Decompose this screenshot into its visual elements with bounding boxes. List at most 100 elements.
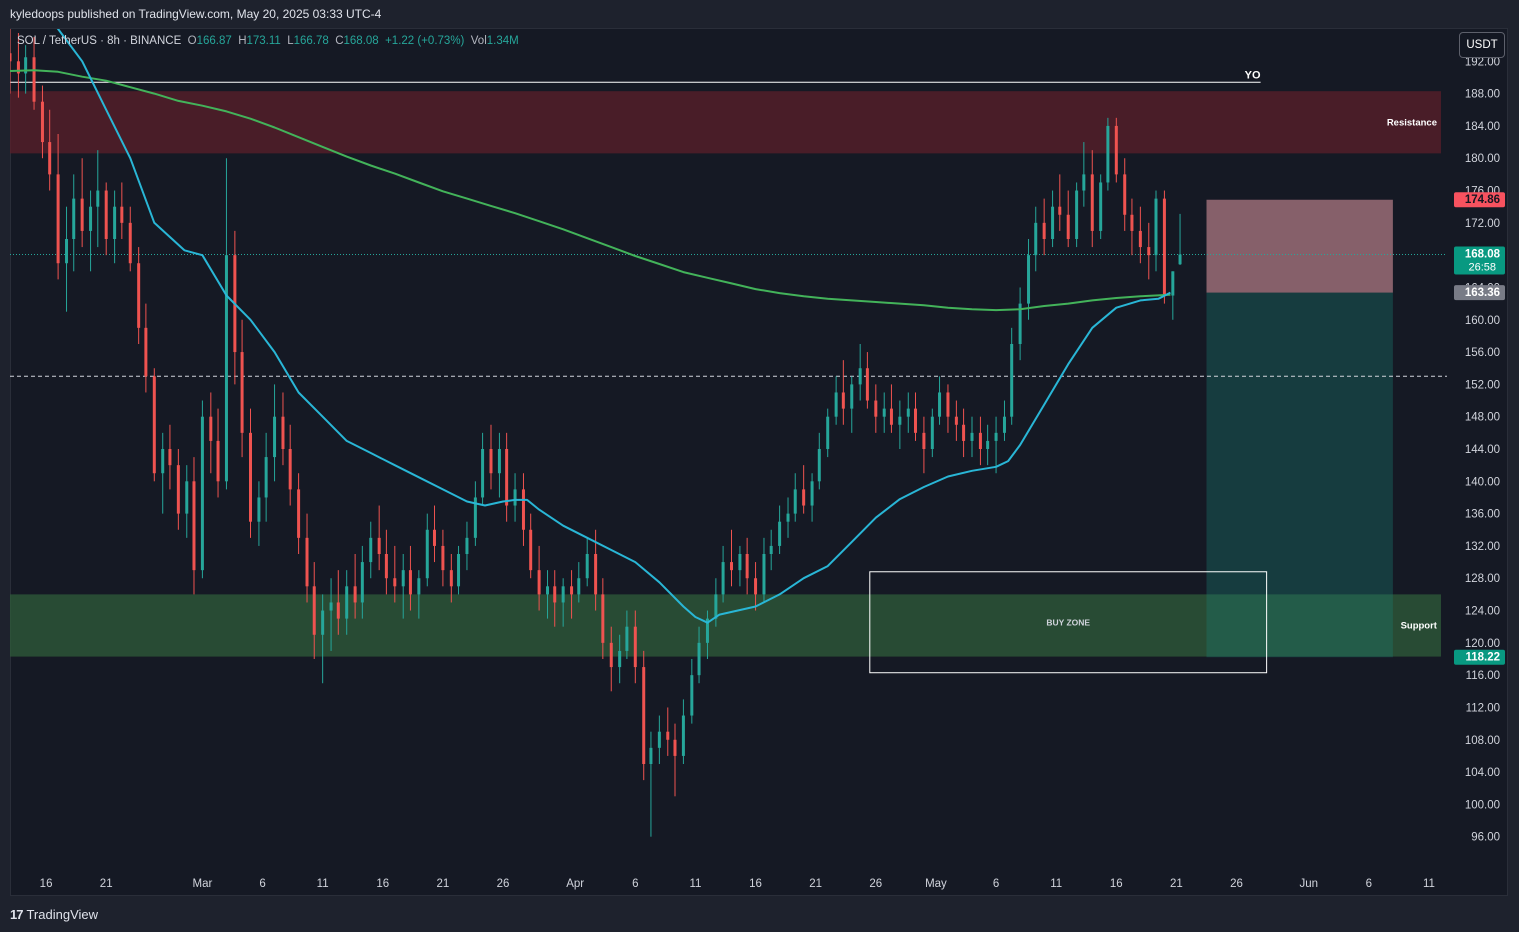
candle-body <box>553 586 557 603</box>
close-label: C <box>335 35 344 47</box>
candle-body <box>1042 222 1046 239</box>
candle-body <box>730 562 734 571</box>
y-axis-tick-label: 124.00 <box>1465 606 1500 618</box>
candle-body <box>585 554 589 579</box>
resistance-zone-label: Resistance <box>1387 117 1437 128</box>
candle-body <box>657 731 661 748</box>
candle-body <box>834 392 838 417</box>
candle-body <box>497 449 501 474</box>
candle-body <box>1058 206 1062 215</box>
volume-value: 1.34M <box>486 35 519 47</box>
candle-body <box>705 618 709 643</box>
candle-body <box>336 602 340 619</box>
y-axis-tick-label: 112.00 <box>1466 702 1500 714</box>
x-axis-tick-label: 21 <box>1170 878 1183 890</box>
x-axis-tick-label: 21 <box>100 878 113 890</box>
yo-label: YO <box>1245 69 1261 81</box>
candle-body <box>425 529 429 579</box>
low-value: 166.78 <box>293 35 329 47</box>
candle-body <box>521 489 525 530</box>
candle-body <box>152 376 156 474</box>
candle-body <box>32 57 36 102</box>
y-axis-tick-label: 188.00 <box>1465 89 1500 101</box>
candle-body <box>962 424 966 441</box>
x-axis-tick-label: 6 <box>632 878 638 890</box>
candle-body <box>353 586 357 603</box>
candle-body <box>769 545 773 554</box>
candle-body <box>1147 247 1151 256</box>
y-axis-tick-label: 156.00 <box>1465 347 1500 359</box>
candle-body <box>913 408 917 433</box>
x-axis-tick-label: 16 <box>749 878 762 890</box>
candle-body <box>441 545 445 571</box>
candle-body <box>1178 254 1182 265</box>
tradingview-brand: TradingView <box>26 907 99 922</box>
candle-body <box>72 198 76 239</box>
candle-body <box>1099 182 1103 231</box>
high-value: 173.11 <box>246 35 281 47</box>
candle-body <box>1075 190 1079 239</box>
tradingview-logo[interactable]: 17 TradingView <box>10 907 98 922</box>
candle-body <box>417 578 421 595</box>
slow-moving-average-line <box>10 69 1171 312</box>
candle-body <box>192 481 196 571</box>
close-value: 168.08 <box>343 35 379 47</box>
chart-pane[interactable] <box>10 28 1508 896</box>
x-axis-tick-label: 26 <box>869 878 882 890</box>
resistance-zone <box>10 91 1441 154</box>
currency-button[interactable]: USDT <box>1459 32 1505 58</box>
candle-body <box>633 626 637 668</box>
candle-body <box>369 537 373 563</box>
candle-body <box>858 368 862 385</box>
candle-body <box>1066 214 1070 239</box>
x-axis-tick-label: 11 <box>1423 878 1435 890</box>
candle-body <box>113 206 117 239</box>
candle-body <box>408 570 412 595</box>
candle-body <box>594 554 598 595</box>
candle-body <box>297 489 301 538</box>
candle-body <box>288 449 292 490</box>
candle-body <box>168 449 172 466</box>
candle-body <box>161 449 165 474</box>
candle-body <box>889 408 893 425</box>
candle-body <box>321 610 325 635</box>
candle-body <box>16 61 20 74</box>
symbol-name[interactable]: SOL / TetherUS · 8h · BINANCE <box>17 35 182 47</box>
candle-body <box>690 675 694 716</box>
candle-body <box>1051 206 1055 239</box>
y-axis-tick-label: 180.00 <box>1465 153 1500 165</box>
y-axis-tick-label: 96.00 <box>1471 832 1500 844</box>
candle-body <box>384 554 388 579</box>
x-axis-tick-label: 6 <box>1366 878 1372 890</box>
candle-body <box>1154 198 1158 256</box>
x-axis-tick-label: 11 <box>1050 878 1062 890</box>
price-tag-label: 174.86 <box>1465 194 1500 206</box>
candle-body <box>970 432 974 441</box>
candle-body <box>745 554 749 579</box>
candle-body <box>649 747 653 764</box>
position-target-area <box>1206 292 1393 658</box>
candle-body <box>810 481 814 506</box>
candle-body <box>473 497 477 538</box>
candle-body <box>778 521 782 546</box>
candle-body <box>1082 174 1086 191</box>
candle-body <box>312 586 316 635</box>
candle-body <box>216 440 220 482</box>
candle-body <box>577 578 581 595</box>
candle-body <box>978 432 982 449</box>
price-tag-countdown: 26:58 <box>1468 262 1496 274</box>
candle-body <box>257 497 261 522</box>
candle-body <box>938 392 942 417</box>
x-axis-tick-label: 16 <box>376 878 389 890</box>
x-axis-tick-label: Mar <box>192 878 212 890</box>
candle-body <box>120 206 124 223</box>
y-axis-tick-label: 144.00 <box>1465 444 1500 456</box>
support-zone-label: Support <box>1401 620 1438 631</box>
y-axis-tick-label: 152.00 <box>1465 379 1500 391</box>
candle-body <box>666 731 670 740</box>
candle-body <box>954 416 958 425</box>
buy-zone-label: BUY ZONE <box>1046 617 1090 627</box>
candle-body <box>329 602 333 611</box>
candle-body <box>930 416 934 449</box>
